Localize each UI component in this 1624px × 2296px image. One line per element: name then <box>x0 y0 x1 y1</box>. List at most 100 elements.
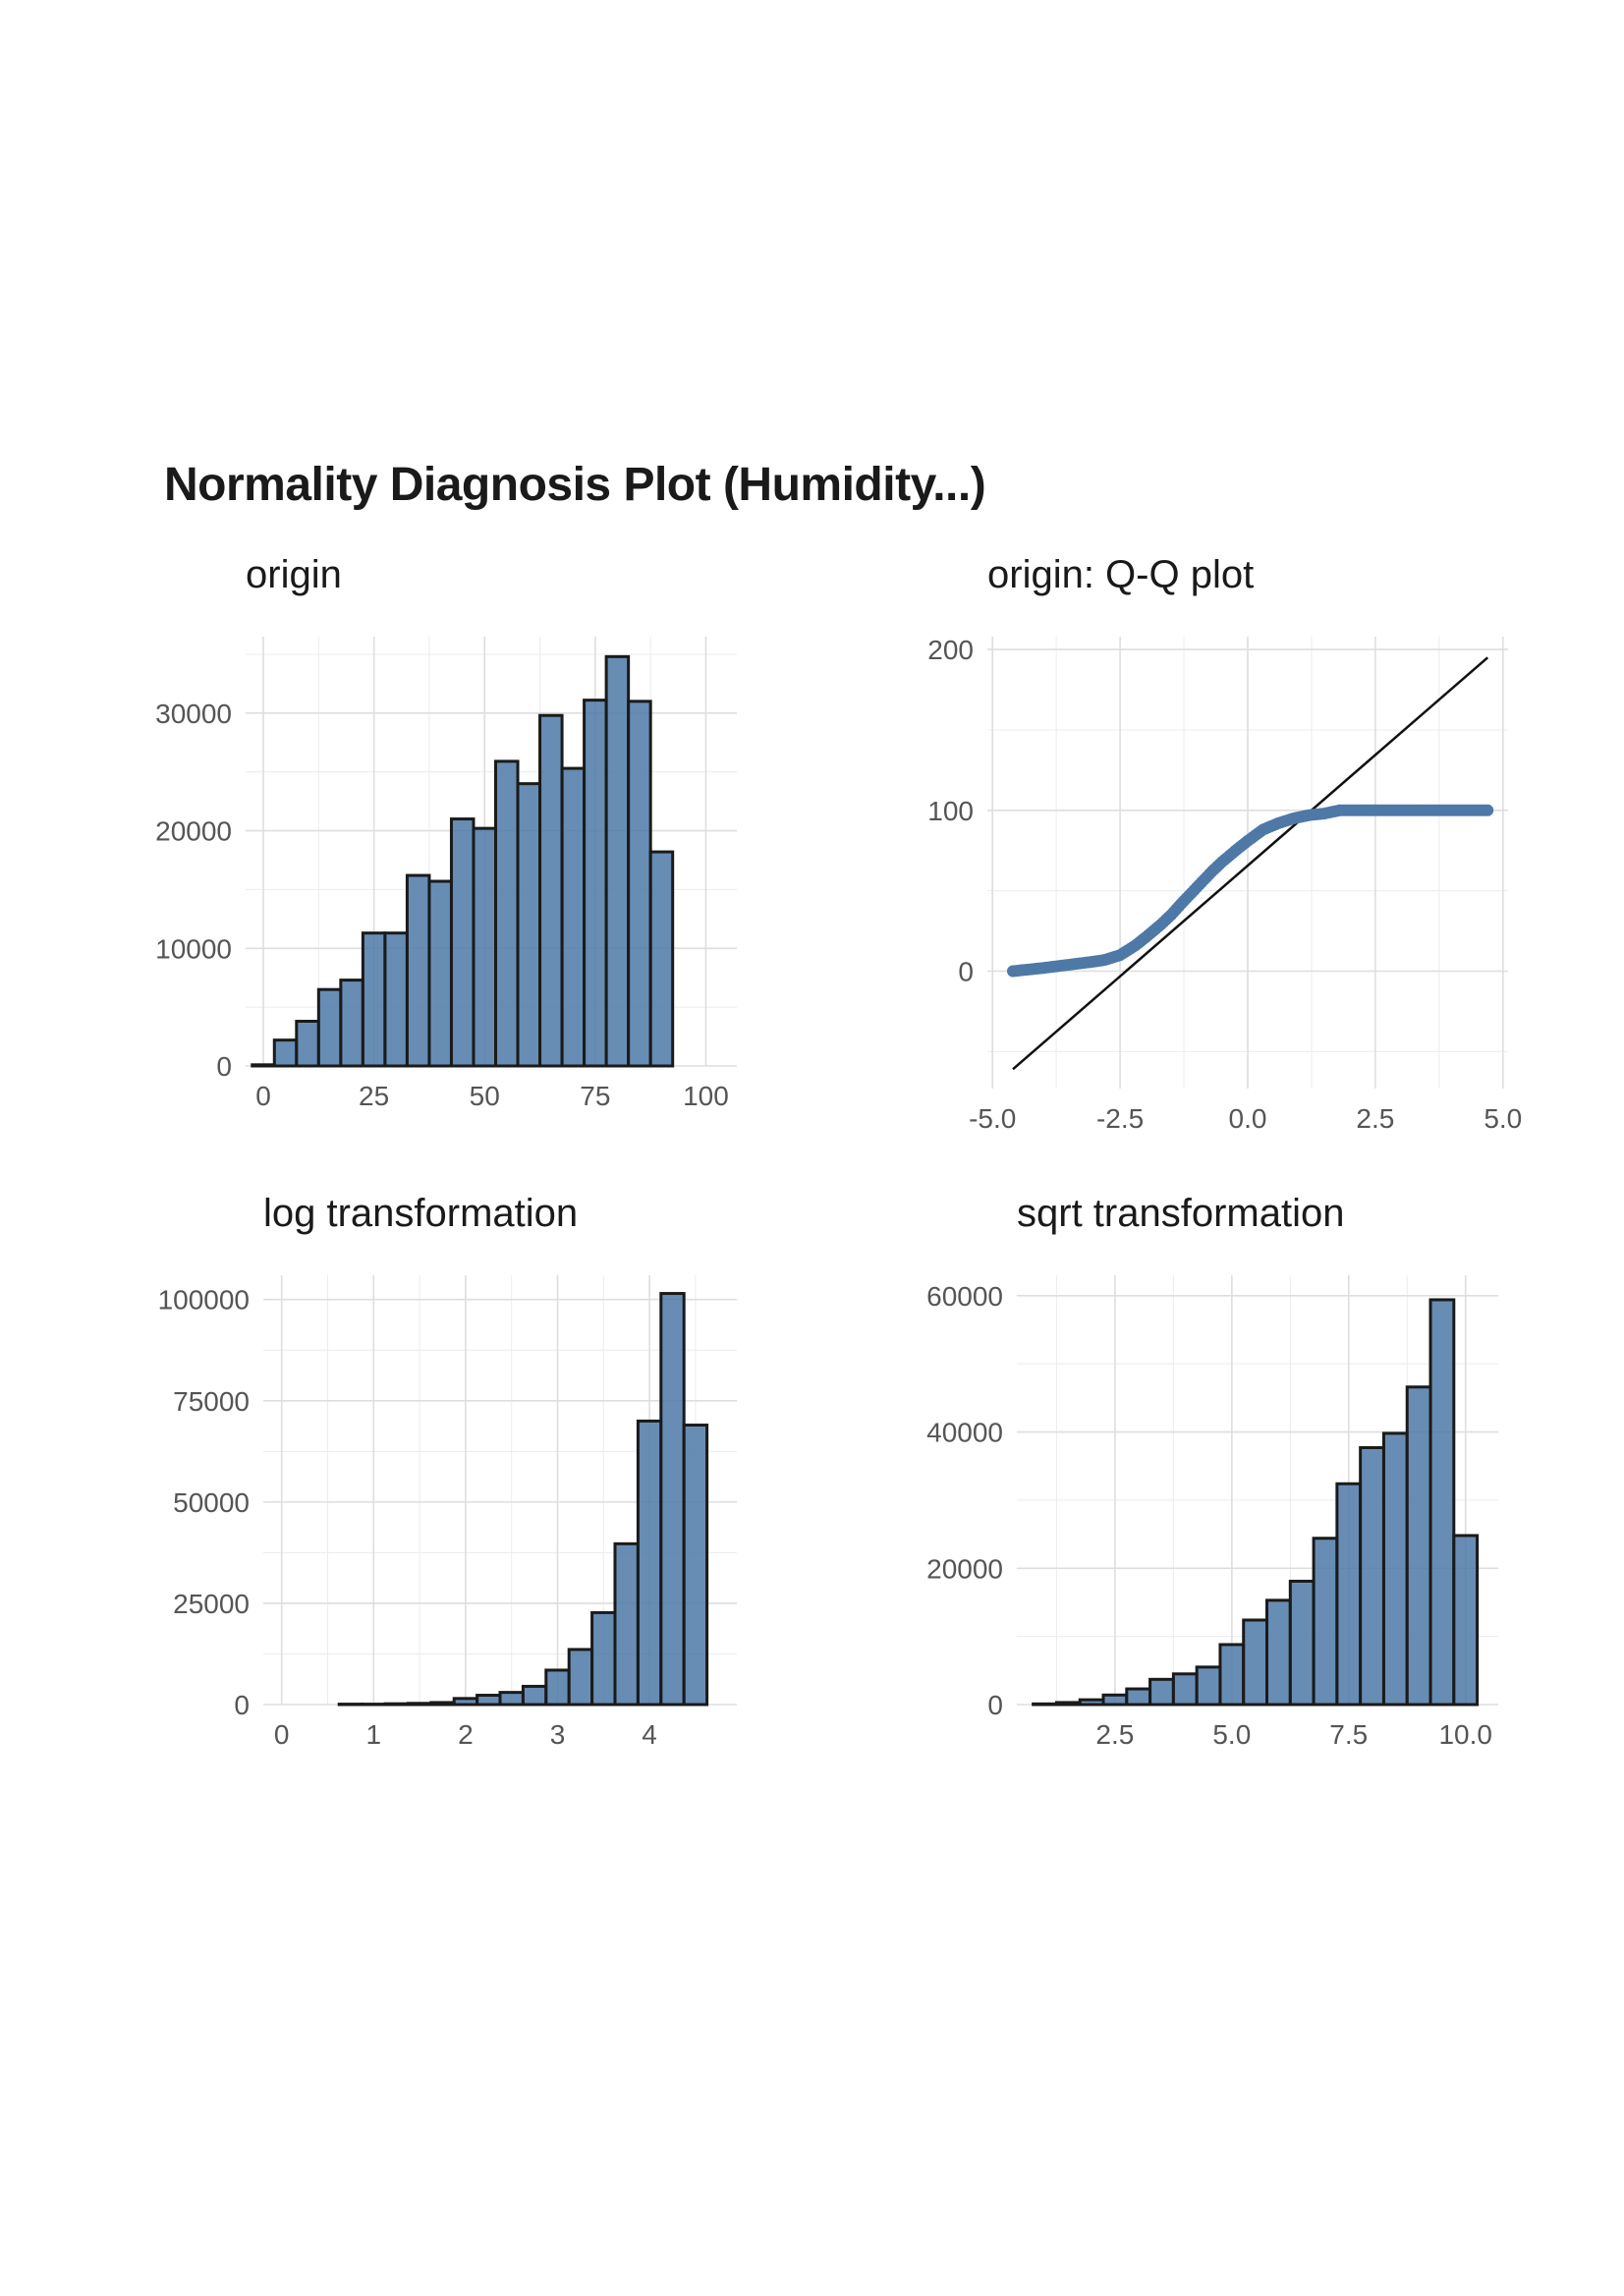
qq-title: origin: Q-Q plot <box>987 553 1254 596</box>
x-tick-label: 4 <box>642 1719 657 1750</box>
qq-reference-line <box>1012 656 1489 1071</box>
histogram-bar <box>1452 1534 1480 1707</box>
sqrt-chart: sqrt transformation 2.5 5.0 7.5 10.0 0 20000 40… <box>926 1192 1498 1750</box>
histogram-bar <box>251 1063 276 1068</box>
x-tick-label: 5.0 <box>1484 1103 1522 1134</box>
histogram-bar <box>560 766 587 1068</box>
histogram-bar <box>272 1038 299 1068</box>
histogram-bar <box>538 713 564 1068</box>
histogram-bar <box>339 979 364 1068</box>
histogram-bar <box>590 1610 617 1707</box>
histogram-bar <box>1288 1579 1316 1707</box>
x-tick-label: 1 <box>366 1719 382 1750</box>
y-tick-label: 20000 <box>926 1553 1003 1584</box>
histogram-bar <box>613 1541 640 1707</box>
histogram-bar <box>1428 1298 1456 1707</box>
y-tick-label: 60000 <box>926 1281 1003 1312</box>
histogram-bar <box>1218 1643 1246 1707</box>
x-tick-label: 50 <box>470 1081 500 1111</box>
histogram-bar <box>1242 1618 1269 1707</box>
histogram-bar <box>521 1684 548 1707</box>
sqrt-panel: sqrt transformation 2.5 5.0 7.5 10.0 0 20000 40… <box>899 1189 1528 1778</box>
x-tick-label: -2.5 <box>1096 1103 1144 1134</box>
histogram-bar <box>1148 1677 1175 1707</box>
y-tick-label: 50000 <box>173 1487 250 1518</box>
histogram-bar <box>516 782 542 1068</box>
histogram-bar <box>636 1419 663 1707</box>
main-title: Normality Diagnosis Plot (Humidity...) <box>164 459 986 511</box>
histogram-bar <box>1032 1702 1058 1707</box>
histogram-bar <box>1265 1598 1292 1707</box>
origin-title: origin <box>246 553 342 596</box>
origin-panel: origin 0 25 50 75 100 0 10000 20000 30000 <box>147 550 756 1140</box>
y-tick-label: 0 <box>987 1690 1003 1720</box>
histogram-bar <box>1101 1693 1129 1707</box>
histogram-bar <box>1078 1698 1105 1707</box>
histogram-bar <box>544 1668 571 1707</box>
x-tick-label: 0 <box>274 1719 290 1750</box>
x-tick-label: 2.5 <box>1095 1719 1134 1750</box>
x-tick-label: 0.0 <box>1229 1103 1267 1134</box>
x-tick-label: 7.5 <box>1329 1719 1368 1750</box>
log-title: log transformation <box>263 1192 578 1235</box>
histogram-bar <box>427 879 453 1068</box>
y-tick-label: 200 <box>927 635 974 665</box>
y-tick-label: 0 <box>216 1051 232 1082</box>
histogram-bar <box>1171 1672 1199 1707</box>
histogram-bar <box>406 1702 433 1707</box>
x-tick-label: 10.0 <box>1438 1719 1492 1750</box>
histogram-bar <box>1195 1665 1222 1707</box>
histogram-bar <box>627 700 652 1068</box>
histogram-bar <box>449 817 476 1068</box>
histogram-bar <box>583 699 608 1068</box>
histogram-bar <box>494 759 520 1068</box>
histogram-bar <box>1381 1431 1409 1707</box>
y-tick-label: 100000 <box>158 1285 250 1316</box>
histogram-bar <box>1125 1687 1152 1707</box>
histogram-bar <box>1312 1537 1339 1707</box>
histogram-bar <box>383 1702 410 1707</box>
y-tick-label: 20000 <box>155 816 232 847</box>
histogram-bar <box>316 987 343 1068</box>
histogram-bar <box>476 1694 502 1707</box>
histogram-bar <box>1359 1445 1385 1707</box>
y-tick-label: 25000 <box>173 1589 250 1619</box>
histogram-bar <box>659 1292 686 1707</box>
histogram-bar <box>1335 1482 1363 1707</box>
qq-point <box>1482 804 1494 816</box>
histogram-bar <box>1054 1701 1082 1707</box>
x-tick-label: 5.0 <box>1212 1719 1251 1750</box>
histogram-bar <box>383 931 409 1068</box>
qq-panel: origin: Q-Q plot -5.0 -2.5 0.0 2.5 5.0 0 100 200 <box>899 550 1528 1140</box>
x-tick-label: 75 <box>580 1081 610 1111</box>
origin-chart: origin 0 25 50 75 100 0 10000 20000 30000 <box>155 553 737 1111</box>
qq-chart: origin: Q-Q plot -5.0 -2.5 0.0 2.5 5.0 0 100 200 <box>927 553 1522 1134</box>
x-tick-label: -5.0 <box>969 1103 1016 1134</box>
y-tick-label: 30000 <box>155 699 232 729</box>
histogram-bar <box>361 931 387 1068</box>
histogram-bar <box>472 826 498 1068</box>
histogram-bar <box>498 1691 525 1707</box>
histogram-bar <box>405 873 431 1068</box>
y-tick-label: 0 <box>958 956 974 986</box>
histogram-bar <box>648 850 675 1068</box>
y-tick-label: 100 <box>927 796 974 826</box>
histogram-bar <box>1405 1385 1432 1707</box>
y-tick-label: 10000 <box>155 933 232 964</box>
sqrt-title: sqrt transformation <box>1017 1192 1344 1235</box>
y-tick-label: 0 <box>234 1690 250 1720</box>
histogram-bar <box>567 1648 594 1707</box>
x-tick-label: 100 <box>683 1081 729 1111</box>
x-tick-label: 0 <box>255 1081 271 1111</box>
log-panel: log transformation 0 1 2 3 4 0 25000 50000 75000 1… <box>147 1189 756 1778</box>
histogram-bar <box>682 1424 709 1707</box>
y-tick-label: 75000 <box>173 1386 250 1417</box>
x-tick-label: 3 <box>550 1719 566 1750</box>
x-tick-label: 2.5 <box>1356 1103 1394 1134</box>
histogram-bar <box>452 1697 479 1707</box>
x-tick-label: 2 <box>458 1719 474 1750</box>
histogram-bar <box>295 1020 320 1068</box>
x-tick-label: 25 <box>359 1081 389 1111</box>
histogram-bar <box>604 654 631 1068</box>
histogram-bar <box>429 1701 456 1707</box>
